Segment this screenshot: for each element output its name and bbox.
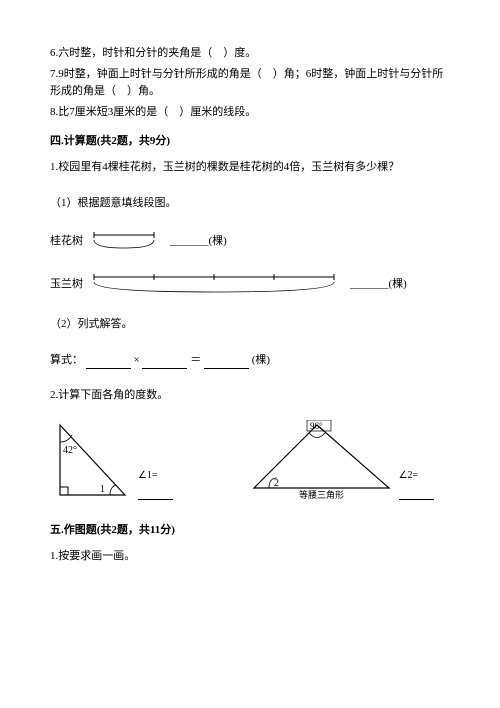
angle-2-mark: 2 bbox=[274, 478, 279, 489]
yulan-unit: (棵) bbox=[389, 276, 407, 294]
guihua-unit: (棵) bbox=[209, 233, 227, 251]
formula-label: 算式： bbox=[50, 354, 83, 366]
yulan-bracket bbox=[92, 272, 342, 298]
s4-q1-sub1: （1）根据题意填线段图。 bbox=[50, 195, 450, 213]
angle-1-mark: 1 bbox=[100, 484, 105, 495]
isoceles-label: 等腰三角形 bbox=[299, 489, 344, 500]
formula-times: × bbox=[134, 354, 140, 366]
formula-row: 算式： × ＝ (棵) bbox=[50, 352, 450, 370]
triangles-row: 42° 1 ∠1= 96° 2 等腰三角形 ∠2= bbox=[50, 420, 450, 500]
question-7: 7.9时整，钟面上时针与分针所形成的角是（ ）角；6时整，钟面上时针与分针所形成… bbox=[50, 66, 450, 101]
guihua-bracket bbox=[92, 230, 162, 254]
yulan-tree-row: 玉兰树 _______ (棵) bbox=[50, 272, 450, 298]
triangle-1-block: 42° 1 ∠1= bbox=[50, 420, 189, 500]
formula-equals: ＝ bbox=[190, 354, 201, 366]
yulan-label: 玉兰树 bbox=[50, 276, 92, 294]
angle-42-text: 42° bbox=[63, 445, 77, 456]
s5-question-1: 1.按要求画一画。 bbox=[50, 548, 450, 566]
guihua-label: 桂花树 bbox=[50, 233, 92, 251]
guihua-tree-row: 桂花树 _______ (棵) bbox=[50, 230, 450, 254]
question-8: 8.比7厘米短3厘米的是（ ）厘米的线段。 bbox=[50, 104, 450, 122]
s4-q1-sub2: （2）列式解答。 bbox=[50, 316, 450, 334]
triangle-2: 96° 2 等腰三角形 bbox=[249, 420, 390, 500]
s4-question-1: 1.校园里有4棵桂花树，玉兰树的棵数是桂花树的4倍，玉兰树有多少棵？ bbox=[50, 159, 450, 177]
question-6: 6.六时整，时针和分针的夹角是（ ）度。 bbox=[50, 45, 450, 63]
angle-96-text: 96° bbox=[310, 421, 323, 431]
angle-1-label: ∠1= bbox=[138, 468, 189, 500]
triangle-1: 42° 1 bbox=[50, 420, 130, 500]
angle-2-label: ∠2= bbox=[399, 468, 450, 500]
formula-unit: (棵) bbox=[252, 354, 270, 366]
section-4-title: 四.计算题(共2题，共9分) bbox=[50, 133, 450, 151]
triangle-2-block: 96° 2 等腰三角形 ∠2= bbox=[249, 420, 450, 500]
s4-question-2: 2.计算下面各角的度数。 bbox=[50, 387, 450, 405]
section-5-title: 五.作图题(共2题，共11分) bbox=[50, 522, 450, 540]
